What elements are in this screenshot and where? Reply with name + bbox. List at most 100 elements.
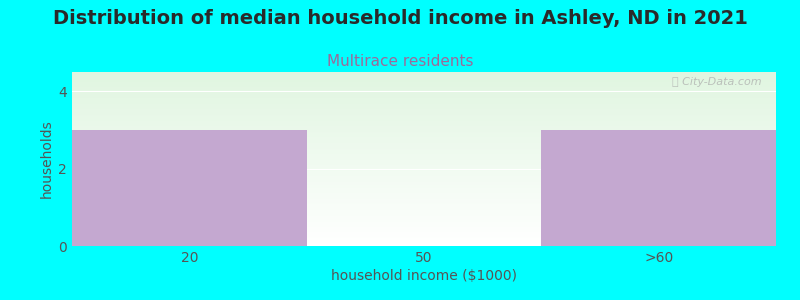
Bar [72, 203, 776, 204]
Bar [72, 200, 776, 201]
Bar [72, 146, 776, 147]
Bar [72, 173, 776, 174]
Bar [72, 131, 776, 132]
Bar [72, 167, 776, 168]
Bar [72, 171, 776, 172]
Bar [72, 159, 776, 160]
Bar [72, 104, 776, 105]
Bar [72, 79, 776, 80]
Bar [72, 72, 776, 73]
Bar [72, 74, 776, 75]
Bar [72, 119, 776, 120]
Bar [72, 193, 776, 194]
Bar [72, 93, 776, 94]
Bar [72, 100, 776, 101]
Bar [72, 111, 776, 112]
Bar [72, 207, 776, 208]
Bar [72, 165, 776, 166]
Y-axis label: households: households [40, 120, 54, 198]
Bar [72, 127, 776, 128]
Bar [72, 153, 776, 154]
Bar [72, 180, 776, 181]
Bar [72, 188, 776, 189]
Bar [72, 158, 776, 159]
Bar [72, 101, 776, 102]
Bar [72, 114, 776, 115]
Bar [72, 84, 776, 85]
Bar [72, 117, 776, 118]
Bar [72, 236, 776, 237]
Bar [72, 223, 776, 224]
Bar [72, 235, 776, 236]
Bar [72, 118, 776, 119]
Bar [72, 135, 776, 136]
Bar [72, 144, 776, 145]
Bar [72, 215, 776, 216]
Bar [72, 232, 776, 233]
Bar [72, 105, 776, 106]
Bar [72, 240, 776, 241]
Bar [72, 221, 776, 222]
Bar [72, 98, 776, 99]
Bar [72, 133, 776, 134]
Bar [72, 191, 776, 192]
Bar [72, 123, 776, 124]
Bar [72, 243, 776, 244]
Bar [72, 132, 776, 133]
Bar [72, 88, 776, 89]
Bar [72, 156, 776, 157]
Bar [72, 184, 776, 185]
Bar [72, 129, 776, 130]
Bar [72, 177, 776, 178]
Bar [72, 142, 776, 143]
Bar [72, 166, 776, 167]
Bar [72, 99, 776, 100]
Bar [72, 169, 776, 170]
Bar [72, 176, 776, 177]
Bar [72, 85, 776, 86]
Bar [72, 87, 776, 88]
Bar [72, 94, 776, 95]
Bar [72, 242, 776, 243]
Bar [72, 147, 776, 148]
Bar [72, 103, 776, 104]
Bar [72, 86, 776, 87]
Bar [72, 222, 776, 223]
Bar [72, 218, 776, 219]
Bar [72, 145, 776, 146]
Bar [72, 219, 776, 220]
Bar [72, 77, 776, 78]
Bar [72, 155, 776, 156]
Bar [72, 102, 776, 103]
Bar [72, 164, 776, 165]
Bar [72, 178, 776, 179]
Bar [72, 206, 776, 207]
Bar [72, 192, 776, 193]
Bar [72, 169, 776, 170]
Bar [72, 185, 776, 186]
Bar [72, 209, 776, 210]
Bar [72, 82, 776, 83]
Bar [72, 139, 776, 140]
Bar [72, 210, 776, 211]
Bar [72, 76, 776, 77]
Bar [72, 150, 776, 151]
Bar [72, 237, 776, 238]
Bar [72, 170, 776, 171]
Bar [72, 181, 776, 182]
Bar [72, 89, 776, 90]
Bar [72, 83, 776, 84]
Bar [72, 120, 776, 121]
Bar [72, 140, 776, 141]
Bar [72, 198, 776, 199]
Bar [72, 179, 776, 180]
Bar [72, 201, 776, 202]
Bar [72, 122, 776, 123]
Bar [72, 197, 776, 198]
X-axis label: household income ($1000): household income ($1000) [331, 269, 517, 283]
Bar [72, 91, 776, 92]
Bar [72, 174, 776, 175]
Bar [72, 231, 776, 232]
Bar [72, 233, 776, 234]
Bar [72, 186, 776, 187]
